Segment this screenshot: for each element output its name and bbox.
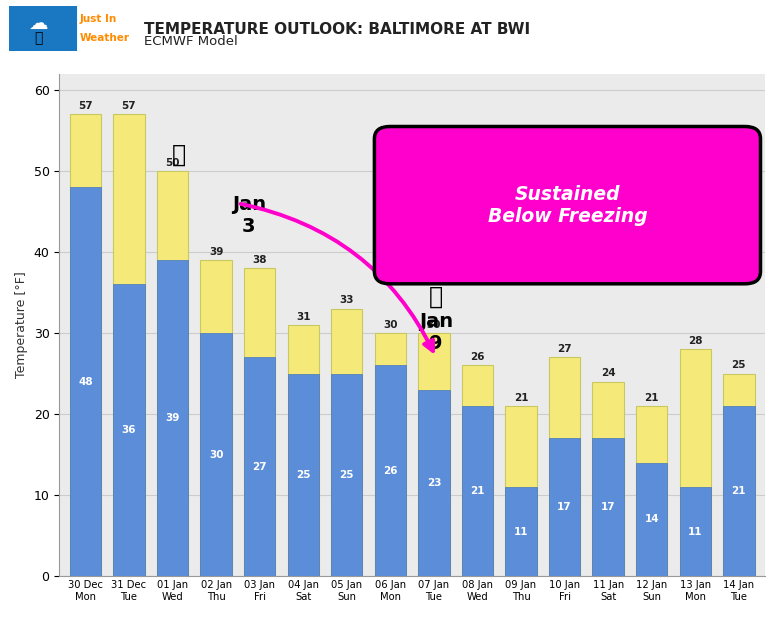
Bar (157, 171, 188, 576)
Bar (288, 325, 319, 576)
Text: 57: 57 (78, 101, 93, 111)
Bar (113, 114, 144, 576)
Bar (113, 284, 144, 576)
Text: 33: 33 (339, 296, 354, 305)
Text: TEMPERATURE OUTLOOK: BALTIMORE AT BWI: TEMPERATURE OUTLOOK: BALTIMORE AT BWI (144, 22, 530, 36)
Text: 30: 30 (209, 450, 223, 460)
Text: 30: 30 (427, 320, 441, 330)
FancyBboxPatch shape (0, 2, 77, 54)
Text: 57: 57 (122, 101, 136, 111)
Bar (374, 333, 406, 576)
Text: 25: 25 (732, 360, 746, 370)
Bar (288, 373, 319, 576)
Text: 21: 21 (644, 393, 659, 403)
Bar (679, 349, 711, 576)
Bar (418, 333, 449, 576)
Bar (549, 357, 580, 576)
Text: Jan
14: Jan 14 (724, 195, 758, 236)
Y-axis label: Temperature [°F]: Temperature [°F] (15, 271, 28, 378)
Text: 39: 39 (165, 413, 179, 423)
Text: 23: 23 (427, 478, 441, 488)
Text: 21: 21 (470, 486, 484, 496)
Text: 17: 17 (601, 502, 615, 512)
Text: 11: 11 (514, 527, 528, 537)
Text: 26: 26 (383, 466, 398, 476)
Bar (244, 268, 275, 576)
Text: 26: 26 (470, 352, 484, 362)
Text: 24: 24 (601, 368, 615, 378)
Text: 21: 21 (732, 486, 746, 496)
Text: 30: 30 (383, 320, 398, 330)
Text: 27: 27 (253, 462, 267, 472)
Text: 48: 48 (78, 376, 93, 387)
Text: 21: 21 (514, 393, 528, 403)
Bar (593, 439, 624, 576)
Bar (462, 406, 493, 576)
Bar (157, 260, 188, 576)
Bar (505, 487, 537, 576)
Bar (636, 406, 668, 576)
Bar (723, 373, 754, 576)
Text: 🌤: 🌤 (34, 31, 43, 45)
Text: 25: 25 (339, 470, 354, 480)
Text: 28: 28 (688, 336, 703, 346)
Text: 🐼: 🐼 (429, 284, 443, 308)
Text: 11: 11 (688, 527, 703, 537)
Text: Just In: Just In (80, 14, 117, 23)
Text: 39: 39 (209, 247, 223, 257)
Text: 17: 17 (557, 502, 572, 512)
Bar (462, 365, 493, 576)
Text: 31: 31 (296, 312, 310, 321)
Text: Jan
9: Jan 9 (419, 312, 453, 354)
Bar (636, 463, 668, 576)
Bar (332, 373, 363, 576)
Text: Weather: Weather (80, 33, 129, 43)
Text: 14: 14 (644, 515, 659, 524)
Text: 🥶: 🥶 (172, 143, 186, 167)
Bar (723, 406, 754, 576)
Text: ☁: ☁ (29, 14, 48, 33)
Text: 36: 36 (122, 425, 136, 436)
Bar (69, 187, 101, 576)
Bar (332, 308, 363, 576)
Bar (200, 333, 232, 576)
Text: 27: 27 (557, 344, 572, 354)
Text: Jan
3: Jan 3 (232, 195, 266, 236)
Text: Sustained
Below Freezing: Sustained Below Freezing (488, 184, 647, 226)
Text: 25: 25 (296, 470, 310, 480)
Bar (200, 260, 232, 576)
Bar (418, 390, 449, 576)
Text: ECMWF Model: ECMWF Model (144, 35, 238, 48)
Bar (69, 114, 101, 576)
Bar (244, 357, 275, 576)
Text: 38: 38 (253, 255, 267, 265)
Bar (679, 487, 711, 576)
Text: 50: 50 (165, 158, 180, 168)
Bar (549, 439, 580, 576)
Bar (593, 382, 624, 576)
Bar (374, 365, 406, 576)
Bar (505, 406, 537, 576)
